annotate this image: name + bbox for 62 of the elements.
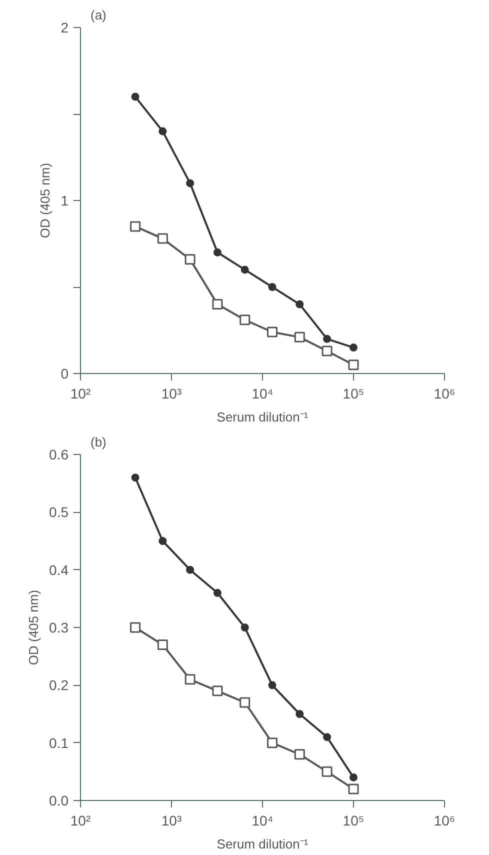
point [184, 254, 196, 265]
point [322, 766, 332, 777]
point [184, 674, 196, 685]
point [186, 179, 194, 188]
point [131, 92, 140, 101]
point [186, 566, 194, 574]
point [240, 314, 250, 326]
y-tick-label: 2 [60, 20, 69, 36]
point [348, 784, 359, 794]
x-tick-label: 10⁶ [434, 386, 456, 402]
point [240, 697, 250, 708]
x-tick-label: 10³ [161, 386, 182, 402]
point [130, 622, 141, 633]
y-axis-title: OD (405 nm) [38, 162, 53, 238]
x-tick-label: 10² [70, 386, 91, 402]
y-tick-label: 0.0 [49, 792, 69, 808]
point [294, 749, 305, 760]
point [268, 283, 276, 291]
y-tick-label: 0 [60, 366, 69, 382]
chart-title: (b) [90, 434, 106, 450]
point [268, 681, 276, 690]
y-tick-label: 0.6 [49, 446, 69, 462]
point [212, 686, 223, 696]
point [322, 346, 332, 356]
point [213, 588, 222, 597]
x-tick-label: 10⁵ [342, 386, 364, 402]
point [158, 537, 167, 545]
point [158, 127, 167, 136]
point [294, 332, 305, 342]
point [296, 710, 304, 718]
x-tick-label: 10⁵ [342, 812, 364, 828]
x-tick-label: 10² [70, 812, 91, 828]
point [348, 360, 359, 370]
point [130, 221, 141, 232]
y-tick-label: 0.1 [49, 734, 69, 751]
point [267, 738, 278, 748]
x-tick-label: 10⁶ [434, 812, 456, 828]
x-axis-title: Serum dilution⁻¹ [216, 410, 309, 424]
point [323, 733, 332, 742]
point [323, 334, 332, 343]
x-tick-label: 10⁴ [252, 812, 274, 828]
point [350, 344, 358, 352]
point [350, 773, 358, 782]
point [213, 248, 222, 256]
y-tick-label: 1 [60, 192, 69, 208]
y-tick-label: 0.4 [49, 562, 69, 578]
y-axis-title: OD (405 nm) [26, 590, 42, 666]
y-tick-label: 0.5 [49, 504, 69, 520]
chart-title: (a) [90, 8, 106, 22]
point [157, 233, 168, 244]
y-tick-label: 0.2 [49, 677, 69, 694]
point [296, 300, 304, 308]
x-tick-label: 10³ [161, 812, 182, 828]
point [240, 266, 249, 274]
point [212, 299, 223, 310]
point [240, 624, 249, 632]
point [131, 474, 140, 482]
x-axis-title: Serum dilution⁻¹ [216, 836, 309, 852]
y-tick-label: 0.3 [49, 620, 69, 636]
point [157, 640, 168, 650]
x-tick-label: 10⁴ [252, 386, 274, 402]
point [267, 326, 278, 338]
